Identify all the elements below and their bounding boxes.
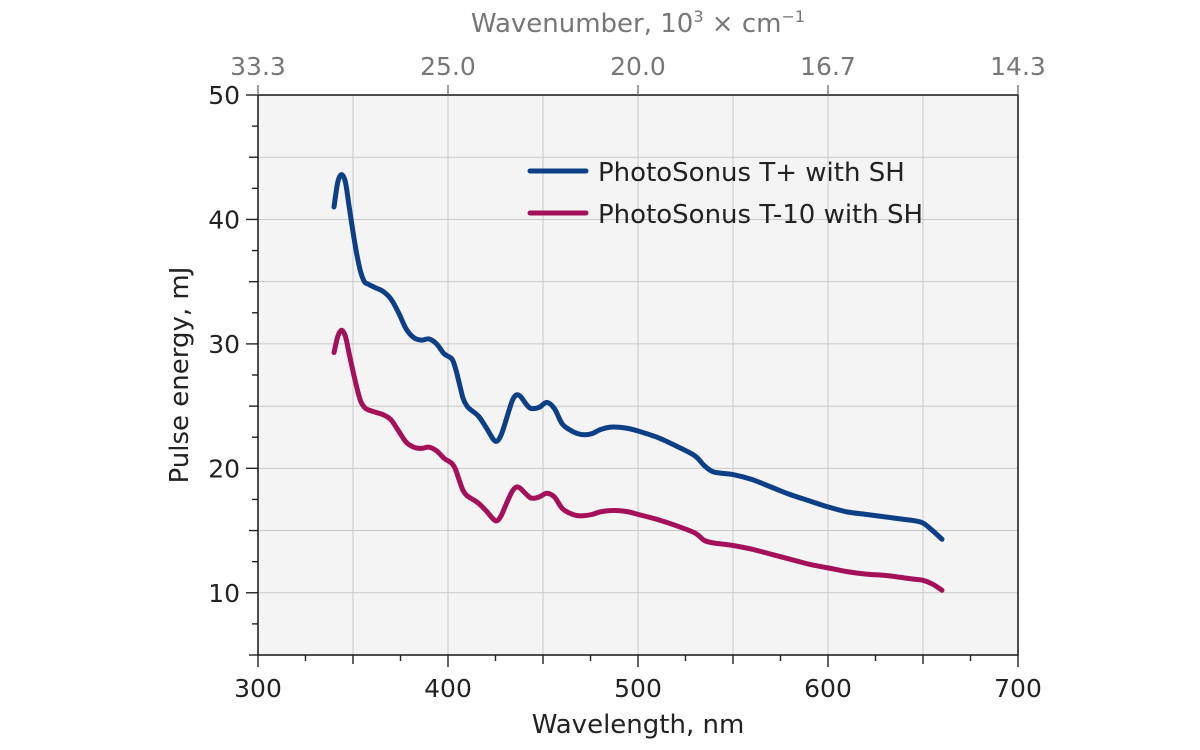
x-tick-label: 700 [994,674,1042,703]
top-axis-label-exponent-2: −1 [781,7,805,26]
series-layer [331,172,945,593]
top-tick-label: 14.3 [990,52,1046,81]
x-tick-label: 600 [804,674,852,703]
x-tick-label: 300 [234,674,282,703]
top-tick-label: 25.0 [420,52,476,81]
legend-label-series-1: PhotoSonus T+ with SH [598,158,905,188]
top-x-axis: 33.3 25.0 20.0 16.7 14.3 [230,52,1046,95]
y-tick-label: 40 [208,205,240,234]
top-axis-label-exponent-1: 3 [693,7,703,26]
top-tick-label: 16.7 [800,52,856,81]
series-line-2 [331,327,945,593]
top-axis-label-prefix: Wavenumber, 10 [471,9,693,39]
x-axis: 300 400 500 600 700 [234,655,1042,703]
grid [258,95,1018,655]
top-axis-label: Wavenumber, 103 × cm−1 [471,7,805,39]
x-tick-label: 400 [424,674,472,703]
y-tick-label: 10 [208,579,240,608]
top-tick-label: 20.0 [610,52,666,81]
y-tick-label: 50 [208,81,240,110]
y-tick-label: 20 [208,454,240,483]
y-axis: 10 20 30 40 50 [208,81,258,656]
top-axis-label-suffix: × cm [704,9,782,39]
top-tick-label: 33.3 [230,52,286,81]
legend-label-series-2: PhotoSonus T-10 with SH [598,200,923,230]
y-tick-label: 30 [208,330,240,359]
x-tick-label: 500 [614,674,662,703]
series-line-1 [331,172,945,542]
y-axis-label: Pulse energy, mJ [165,267,195,484]
x-axis-label: Wavelength, nm [532,710,745,740]
legend: PhotoSonus T+ with SH PhotoSonus T-10 wi… [527,158,923,230]
